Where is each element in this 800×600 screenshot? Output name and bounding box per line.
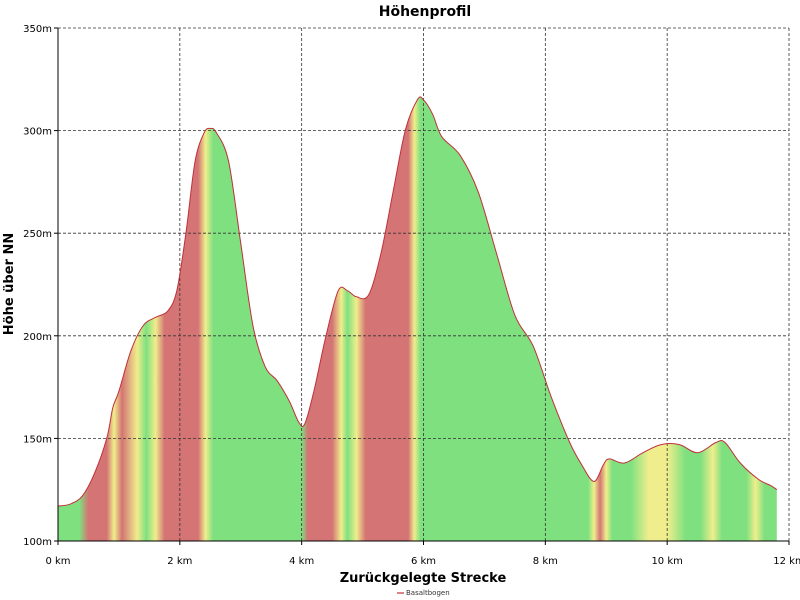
x-axis-title: Zurückgelegte Strecke — [340, 571, 507, 586]
y-tick-label: 150m — [23, 434, 52, 445]
y-axis-title: Höhe über NN — [2, 233, 17, 335]
chart-title: Höhenprofil — [379, 4, 471, 20]
x-tick-label: 0 km — [45, 556, 70, 567]
x-tick-label: 6 km — [411, 556, 436, 567]
y-tick-label: 100m — [23, 537, 52, 548]
x-tick-label: 12 km — [773, 556, 800, 567]
y-tick-label: 200m — [23, 332, 52, 343]
x-tick-label: 4 km — [289, 556, 314, 567]
y-tick-label: 250m — [23, 229, 52, 240]
x-axis-ticks: 0 km 2 km 4 km 6 km 8 km 10 km 12 km — [45, 541, 800, 567]
x-tick-label: 2 km — [167, 556, 192, 567]
y-tick-label: 350m — [23, 24, 52, 35]
y-axis-ticks: 100m 150m 200m 250m 300m 350m — [23, 24, 58, 548]
legend-label-basaltbogen: Basaltbogen — [406, 589, 450, 597]
grid-lines — [58, 27, 790, 541]
x-tick-label: 8 km — [533, 556, 558, 567]
x-tick-label: 10 km — [651, 556, 682, 567]
series-line-basaltbogen — [57, 96, 778, 507]
y-tick-label: 300m — [23, 127, 52, 138]
legend: Basaltbogen — [397, 589, 450, 597]
